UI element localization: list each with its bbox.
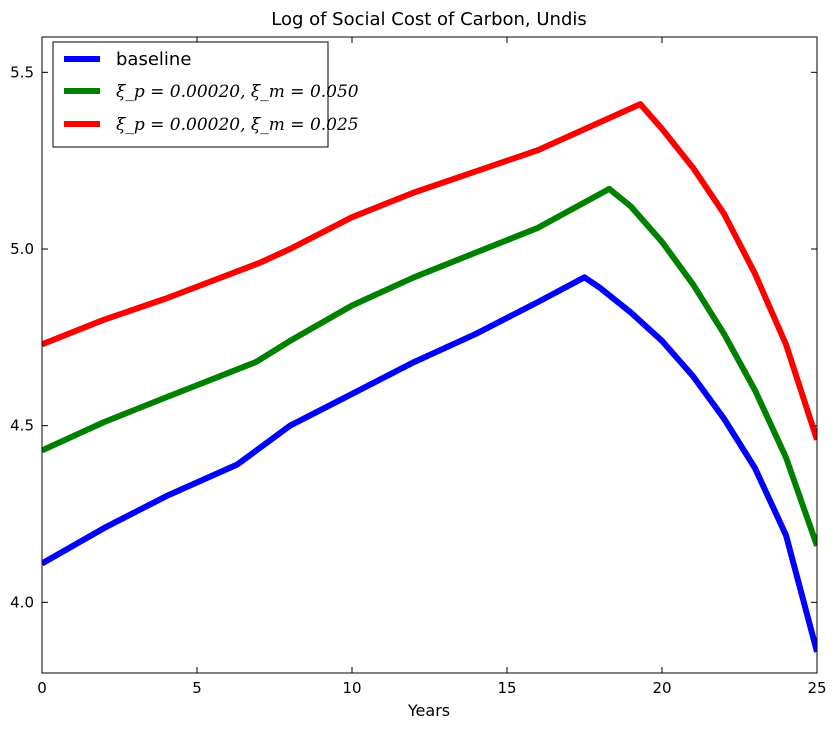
series-line-0 <box>42 274 817 653</box>
y-tick-label: 5.0 <box>10 240 34 258</box>
x-tick-label: 10 <box>342 679 361 697</box>
x-tick-label: 5 <box>192 679 202 697</box>
plot-area <box>42 101 817 653</box>
series-line-2 <box>42 101 817 441</box>
x-axis-label: Years <box>407 701 450 720</box>
chart-title: Log of Social Cost of Carbon, Undis <box>271 9 587 30</box>
x-tick-label: 25 <box>807 679 826 697</box>
legend-label-2: ξ_p = 0.00020, ξ_m = 0.025 <box>116 115 359 135</box>
y-tick-label: 4.0 <box>10 593 34 611</box>
legend-label-1: ξ_p = 0.00020, ξ_m = 0.050 <box>116 82 359 102</box>
x-tick-label: 15 <box>497 679 516 697</box>
x-tick-label: 0 <box>37 679 47 697</box>
series-line-1 <box>42 185 817 547</box>
legend-label-0: baseline <box>116 49 191 70</box>
x-tick-label: 20 <box>652 679 671 697</box>
y-tick-label: 4.5 <box>10 417 34 435</box>
legend: baseline ξ_p = 0.00020, ξ_m = 0.050 ξ_p = … <box>52 41 359 148</box>
y-tick-label: 5.5 <box>10 63 34 81</box>
axis-ticks: 0 5 10 15 20 25 4.0 4.5 5.0 5.5 <box>10 37 827 697</box>
plot-frame <box>41 36 818 674</box>
